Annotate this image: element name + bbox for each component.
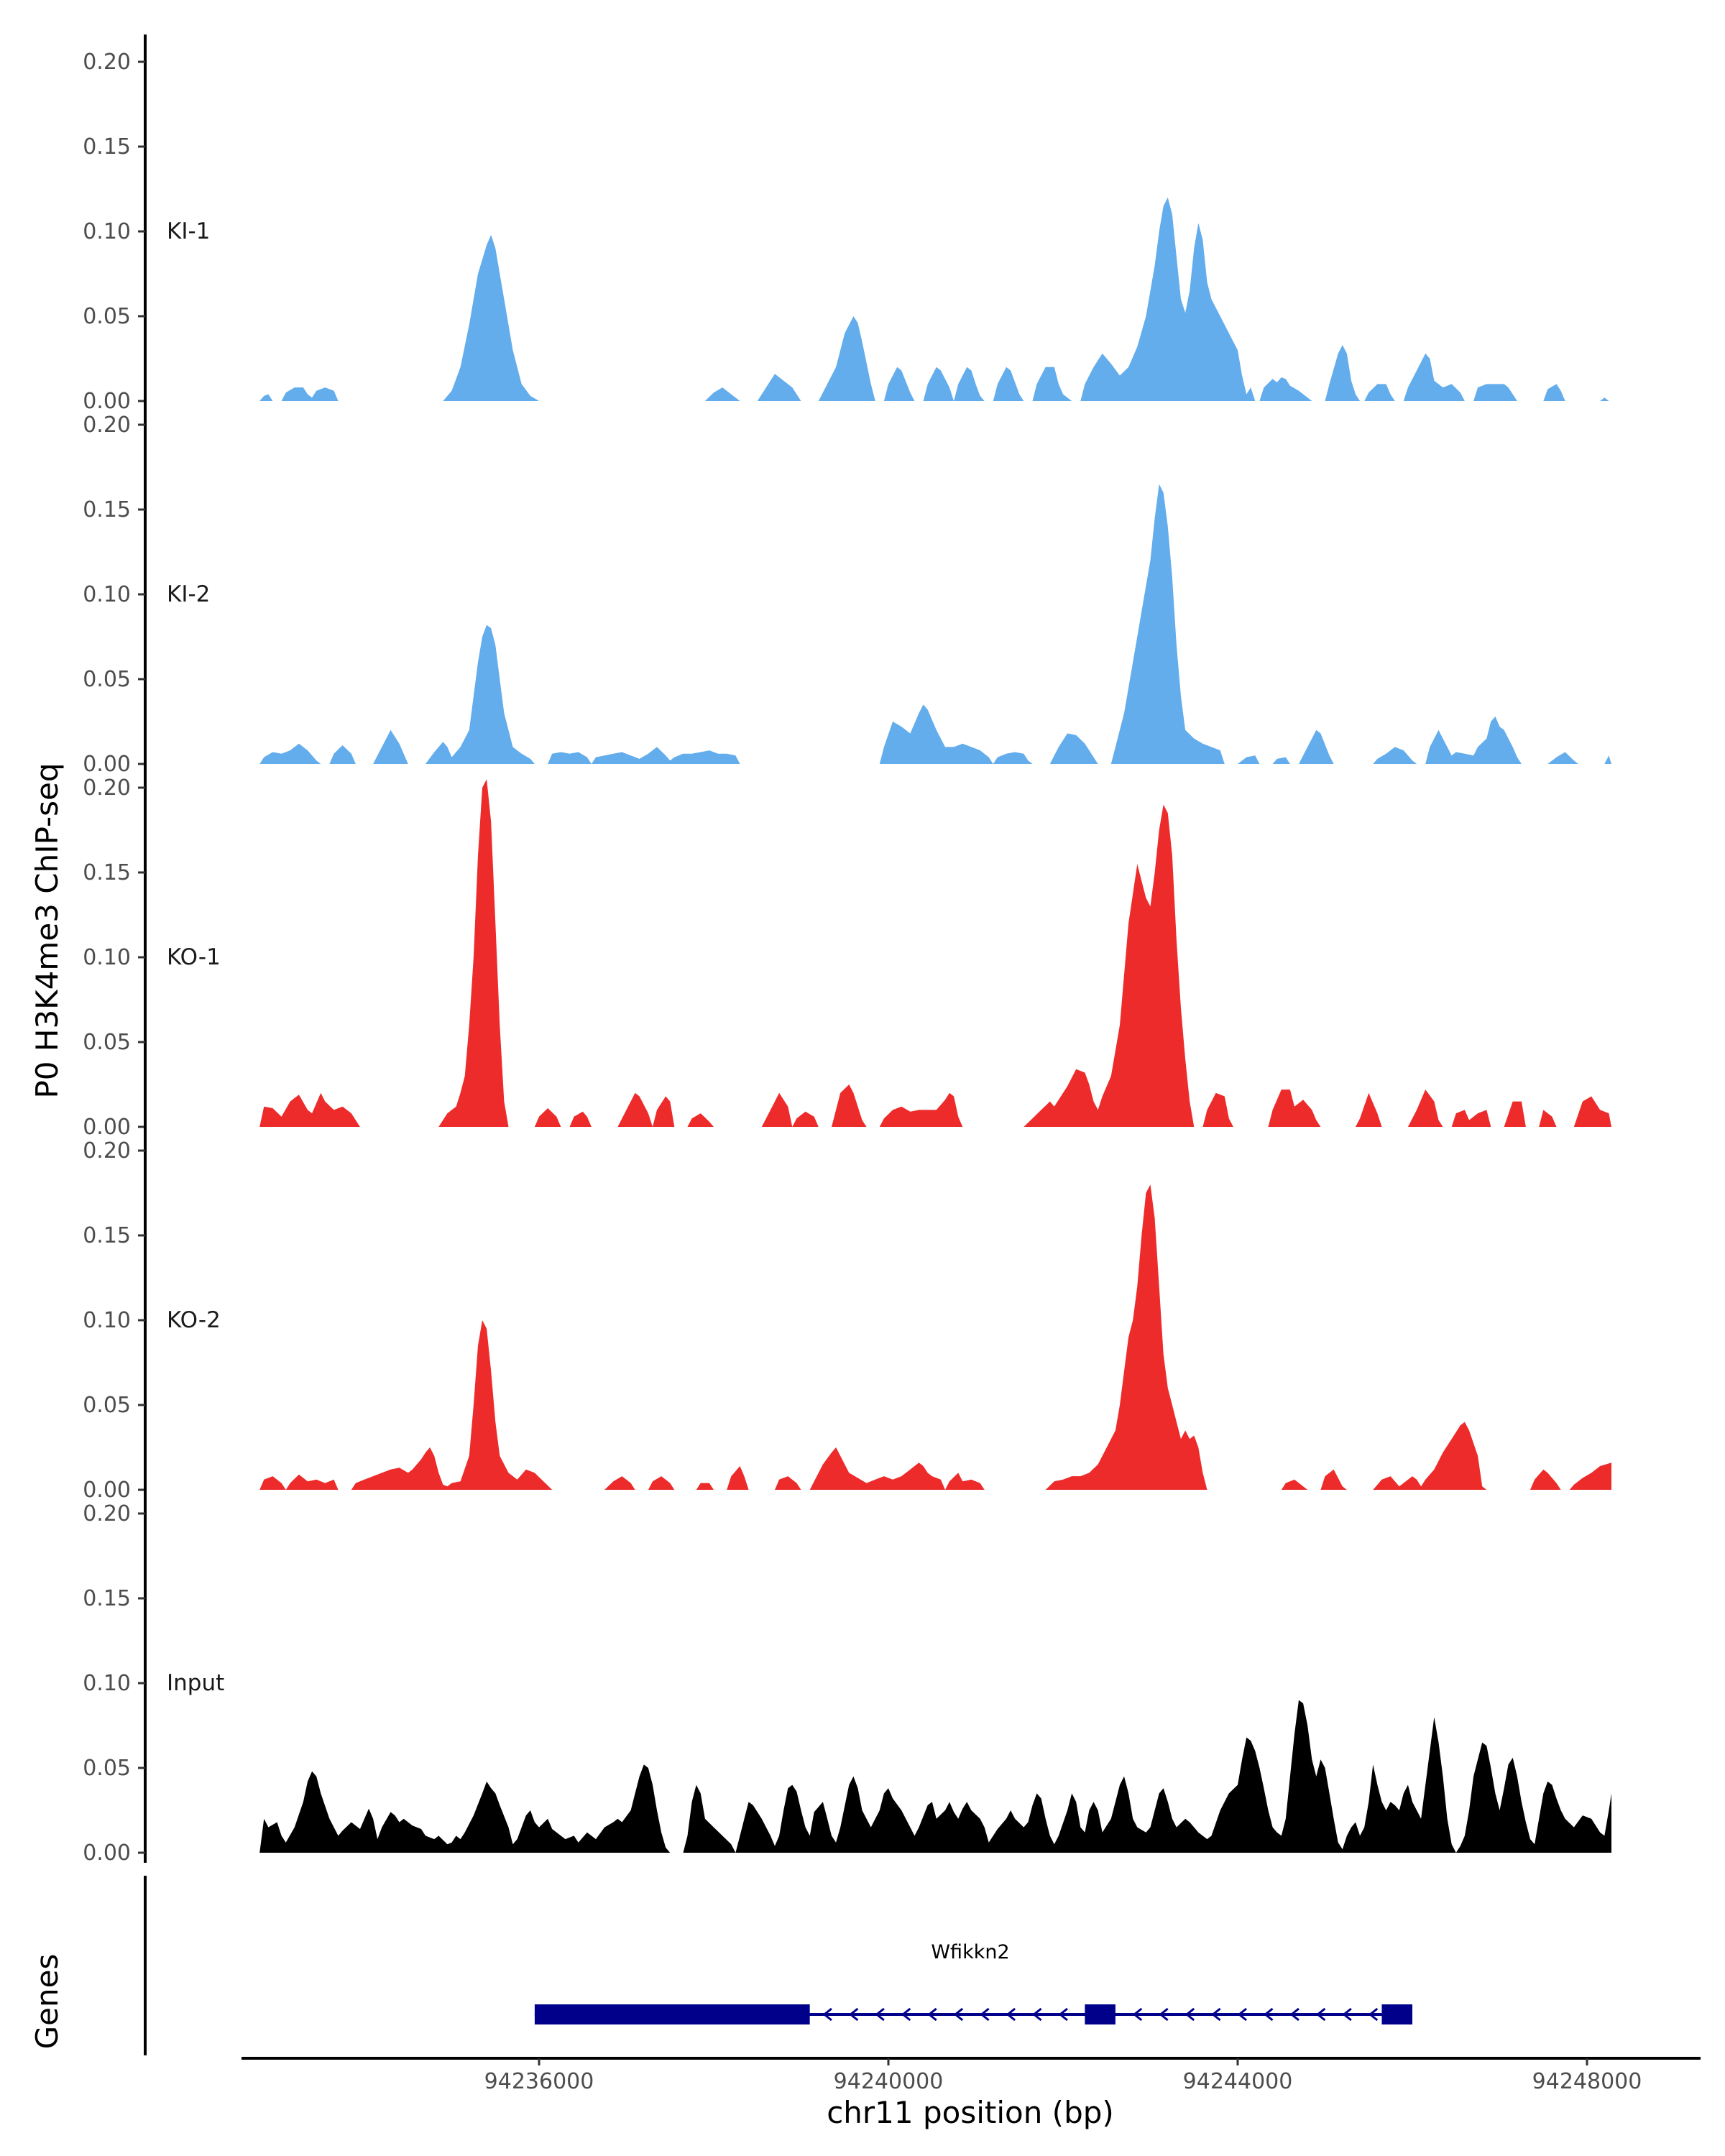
y-tick-label: 0.10: [83, 582, 131, 607]
strand-arrow: [980, 2007, 990, 2022]
strand-arrow: [1289, 2007, 1300, 2022]
strand-arrow: [901, 2007, 911, 2022]
signal-tracks: 0.00 0.05 0.10 0.15 0.20 KI-1 0.00 0.05 0.10 0.15…: [83, 34, 1612, 1866]
signal-area-ki-2: [259, 484, 1612, 764]
y-tick-label: 0.15: [83, 860, 131, 885]
strand-arrow: [1058, 2007, 1068, 2022]
y-tick-label: 0.05: [83, 1393, 131, 1418]
y-tick-label: 0.10: [83, 219, 131, 244]
y-tick-label: 0.20: [83, 413, 131, 438]
strand-arrow: [1316, 2007, 1326, 2022]
signal-area-input: [259, 1700, 1612, 1853]
y-tick-label: 0.05: [83, 304, 131, 329]
signal-area-ko-1: [259, 779, 1612, 1127]
y-tick-label: 0.20: [83, 1501, 131, 1526]
track-label-ki-1: KI-1: [167, 218, 210, 244]
y-tick-label: 0.00: [83, 1478, 131, 1503]
y-tick-label: 0.20: [83, 775, 131, 801]
y-axis-title: P0 H3K4me3 ChIP-seq: [29, 763, 65, 1098]
track-label-ki-2: KI-2: [167, 581, 210, 607]
strand-arrow: [1237, 2007, 1248, 2022]
strand-arrow: [1342, 2007, 1352, 2022]
x-tick-label: 94244000: [1183, 2069, 1293, 2094]
gene-exon: [534, 2004, 810, 2024]
gene-exon: [1085, 2004, 1116, 2024]
track-ki-1: 0.00 0.05 0.10 0.15 0.20 KI-1: [83, 34, 1609, 414]
y-tick-label: 0.00: [83, 389, 131, 414]
y-tick-label: 0.10: [83, 1671, 131, 1696]
gene-exon: [1381, 2004, 1412, 2024]
strand-arrow: [1159, 2007, 1169, 2022]
y-tick-label: 0.00: [83, 1115, 131, 1140]
y-tick-label: 0.20: [83, 1138, 131, 1164]
y-tick-label: 0.15: [83, 134, 131, 160]
strand-arrow: [848, 2007, 859, 2022]
y-tick-label: 0.05: [83, 1756, 131, 1781]
signal-area-ki-1: [259, 197, 1609, 401]
y-tick-label: 0.15: [83, 1586, 131, 1611]
track-ko-2: 0.00 0.05 0.10 0.15 0.20 KO-2: [83, 1123, 1612, 1503]
x-tick-label: 94248000: [1532, 2069, 1642, 2094]
y-tick-label: 0.15: [83, 497, 131, 522]
track-input: 0.00 0.05 0.10 0.15 0.20 Input: [83, 1486, 1612, 1866]
y-tick-label: 0.00: [83, 752, 131, 777]
y-tick-label: 0.10: [83, 945, 131, 970]
track-label-input: Input: [167, 1670, 224, 1696]
strand-arrow: [953, 2007, 964, 2022]
x-tick-label: 94236000: [484, 2069, 594, 2094]
gene-track: Wfikkn2 94236000 94240000 94244000 94248000: [144, 1876, 1701, 2094]
y-tick-label: 0.05: [83, 1030, 131, 1055]
track-ko-1: 0.00 0.05 0.10 0.15 0.20 KO-1: [83, 760, 1612, 1140]
track-label-ko-2: KO-2: [167, 1307, 221, 1333]
x-axis-title: chr11 position (bp): [827, 2095, 1114, 2130]
x-tick-label: 94240000: [834, 2069, 944, 2094]
strand-arrow: [1211, 2007, 1221, 2022]
strand-arrow: [1368, 2007, 1379, 2022]
strand-arrow: [822, 2007, 832, 2022]
gene-name-label: Wfikkn2: [931, 1941, 1009, 1963]
genes-axis-title: Genes: [29, 1954, 65, 2050]
y-tick-label: 0.15: [83, 1223, 131, 1248]
track-label-ko-1: KO-1: [167, 944, 221, 970]
strand-arrow: [927, 2007, 937, 2022]
strand-arrow: [1264, 2007, 1274, 2022]
track-ki-2: 0.00 0.05 0.10 0.15 0.20 KI-2: [83, 397, 1612, 777]
y-tick-label: 0.20: [83, 50, 131, 75]
strand-arrow: [1006, 2007, 1016, 2022]
strand-arrow: [1132, 2007, 1143, 2022]
strand-arrow: [1032, 2007, 1042, 2022]
signal-area-ko-2: [259, 1184, 1612, 1490]
strand-arrow: [875, 2007, 885, 2022]
y-tick-label: 0.05: [83, 667, 131, 692]
strand-arrow: [1184, 2007, 1195, 2022]
y-tick-label: 0.10: [83, 1308, 131, 1333]
y-tick-label: 0.00: [83, 1841, 131, 1866]
